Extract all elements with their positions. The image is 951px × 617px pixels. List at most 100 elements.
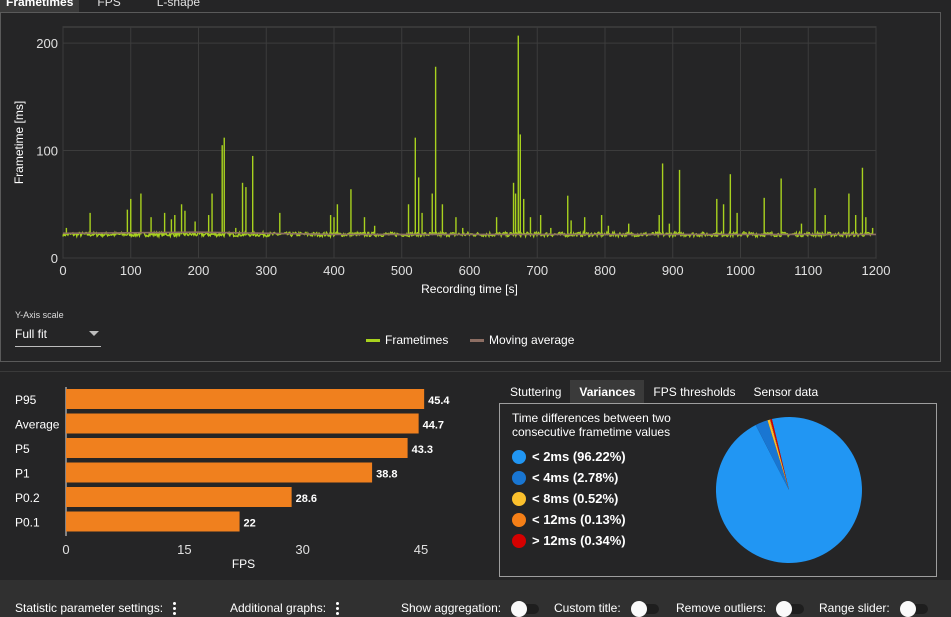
x-tick-label: 300 [255, 263, 277, 278]
y-tick-label: 0 [51, 251, 58, 266]
x-tick-label: 1000 [726, 263, 755, 278]
variance-label: > 12ms (0.34%) [532, 533, 626, 548]
bottom-settings-bar: Statistic parameter settings: Additional… [0, 580, 951, 617]
variance-legend-item[interactable]: > 12ms (0.34%) [512, 530, 626, 551]
tab-sensor-data[interactable]: Sensor data [753, 385, 819, 399]
x-tick-label: 500 [391, 263, 413, 278]
variance-legend-item[interactable]: < 8ms (0.52%) [512, 488, 626, 509]
legend-label-moving-average: Moving average [489, 333, 575, 347]
tab-fps-thresholds[interactable]: FPS thresholds [653, 385, 736, 399]
legend-dot-icon [512, 449, 526, 464]
statistics-panel: P95 45.4 Average 44.7 P5 43.3 P1 38.8 P0.2 28.6 P0… [0, 371, 951, 577]
bar-category-label: P5 [15, 442, 30, 456]
legend-swatch-moving-average [470, 338, 484, 342]
moving-average-line [62, 231, 876, 236]
x-tick-label: 15 [177, 542, 191, 557]
variances-panel: Time differences between two consecutive… [499, 403, 937, 577]
x-tick-label: 45 [414, 542, 428, 557]
x-tick-label: 700 [526, 263, 548, 278]
frametime-chart-panel: 0 100 200 300 400 500 600 700 800 900 1000 1100 1200… [0, 12, 941, 362]
show-aggregation-label: Show aggregation: [401, 601, 502, 615]
yaxis-scale-value: Full fit [15, 327, 48, 341]
tab-stuttering[interactable]: Stuttering [510, 385, 562, 399]
show-aggregation: Show aggregation: [401, 599, 540, 617]
x-axis-label: Recording time [s] [421, 282, 518, 296]
variance-legend-item[interactable]: < 4ms (2.78%) [512, 467, 626, 488]
fps-bar [66, 462, 373, 483]
legend-dot-icon [512, 491, 526, 506]
yaxis-scale-select[interactable]: Full fit [15, 323, 101, 347]
variances-legend: < 2ms (96.22%) < 4ms (2.78%) < 8ms (0.52… [512, 446, 626, 551]
y-axis-label: Frametime [ms] [12, 101, 26, 184]
tab-l-shape[interactable]: L-shape [156, 0, 201, 9]
bar-category-label: P1 [15, 467, 30, 481]
x-tick-label: 1200 [862, 263, 891, 278]
pie-slice [770, 419, 789, 490]
x-tick-label: 200 [188, 263, 210, 278]
variances-title: Time differences between two consecutive… [512, 411, 671, 439]
bar-value-label: 45.4 [428, 395, 450, 407]
bar-category-label: Average [15, 418, 60, 432]
pie-slice [715, 417, 862, 564]
tab-frametimes[interactable]: Frametimes [0, 0, 80, 12]
fps-bar [66, 438, 408, 458]
fps-bar [66, 511, 240, 532]
remove-outliers-toggle[interactable] [774, 601, 805, 617]
legend-dot-icon [512, 470, 526, 485]
fps-bar [66, 413, 419, 434]
x-tick-label: 30 [295, 542, 309, 557]
range-slider-label: Range slider: [819, 601, 890, 615]
legend-swatch-frametimes [366, 338, 380, 342]
x-axis-label: FPS [232, 557, 255, 571]
custom-title-toggle[interactable] [629, 601, 659, 617]
bar-category-label: P0.1 [15, 516, 40, 530]
range-slider-toggle[interactable] [898, 601, 928, 617]
bar-value-label: 44.7 [423, 420, 444, 432]
y-tick-label: 200 [36, 36, 58, 51]
fps-bar-chart: P95 45.4 Average 44.7 P5 43.3 P1 38.8 P0.2 28.6 P0… [15, 387, 450, 571]
x-tick-label: 0 [62, 542, 69, 557]
legend-moving-average[interactable]: Moving average [470, 333, 574, 347]
chevron-down-icon [89, 331, 99, 336]
legend-dot-icon [512, 512, 526, 527]
legend-label-frametimes: Frametimes [385, 333, 449, 347]
legend-dot-icon [512, 533, 526, 548]
bar-value-label: 43.3 [412, 444, 433, 456]
x-tick-label: 900 [662, 263, 684, 278]
more-vert-icon[interactable] [173, 601, 177, 615]
tab-variances[interactable]: Variances [570, 380, 645, 404]
x-tick-label: 400 [323, 263, 345, 278]
additional-graphs[interactable]: Additional graphs: [230, 599, 340, 617]
y-tick-label: 100 [36, 144, 58, 159]
variance-legend-item[interactable]: < 2ms (96.22%) [512, 446, 626, 467]
x-tick-label: 0 [59, 263, 66, 278]
tab-fps[interactable]: FPS [97, 0, 121, 9]
range-slider: Range slider: [819, 599, 928, 617]
pie-slice [755, 420, 789, 490]
bar-category-label: P95 [15, 393, 37, 407]
variance-label: < 12ms (0.13%) [532, 512, 626, 527]
analysis-tab-bar: Stuttering Variances FPS thresholds Sens… [501, 380, 827, 404]
bar-category-label: P0.2 [15, 491, 40, 505]
statistic-parameter-settings[interactable]: Statistic parameter settings: [15, 599, 177, 617]
show-aggregation-toggle[interactable] [509, 601, 540, 617]
bar-value-label: 38.8 [376, 469, 397, 481]
variance-legend-item[interactable]: < 12ms (0.13%) [512, 509, 626, 530]
custom-title: Custom title: [554, 599, 659, 617]
variance-label: < 4ms (2.78%) [532, 470, 619, 485]
frametime-chart: 0 100 200 300 400 500 600 700 800 900 1000 1100 1200… [12, 26, 891, 296]
statistic-parameter-settings-label: Statistic parameter settings: [15, 601, 164, 615]
bar-value-label: 28.6 [296, 493, 317, 505]
x-tick-label: 100 [120, 263, 142, 278]
more-vert-icon[interactable] [336, 601, 340, 615]
legend-frametimes[interactable]: Frametimes [366, 333, 448, 347]
additional-graphs-label: Additional graphs: [230, 601, 327, 615]
x-tick-label: 1100 [794, 263, 822, 278]
x-tick-label: 800 [594, 263, 616, 278]
top-tab-bar: Frametimes FPS L-shape [0, 0, 951, 12]
remove-outliers: Remove outliers: [676, 599, 805, 617]
yaxis-scale-label: Y-Axis scale [15, 310, 64, 320]
variances-pie-chart [715, 417, 862, 564]
pie-slice [769, 419, 789, 490]
fps-bar [66, 487, 292, 507]
